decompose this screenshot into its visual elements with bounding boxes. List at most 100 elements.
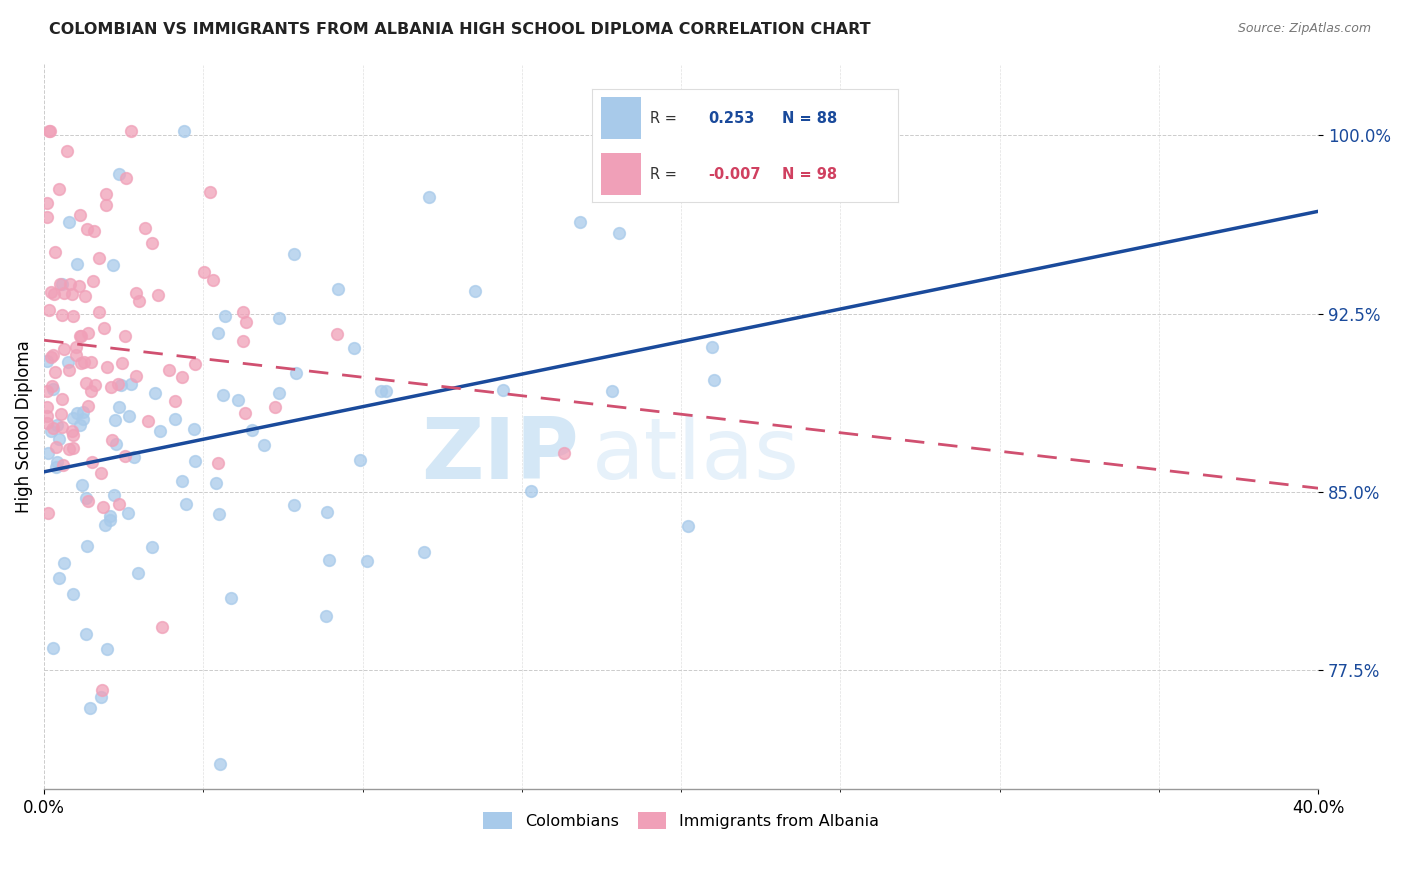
Point — [42, 286, 65, 301]
Point — [39, 350, 62, 364]
Point — [37, 384, 59, 399]
Point — [65, 348, 87, 362]
Point — [183, 357, 205, 371]
Point — [65, 257, 87, 271]
Point — [72, 412, 94, 426]
Point — [76, 326, 98, 340]
Point — [38, 123, 60, 137]
Point — [370, 384, 392, 398]
Point — [103, 488, 125, 502]
Point — [125, 369, 148, 384]
Point — [173, 123, 195, 137]
Point — [48, 432, 70, 446]
Point — [62, 428, 84, 442]
Point — [75, 627, 97, 641]
Point — [136, 414, 159, 428]
Point — [569, 215, 592, 229]
Point — [163, 411, 186, 425]
Point — [284, 366, 307, 380]
Point — [253, 438, 276, 452]
Point — [49, 277, 72, 292]
Point — [56, 354, 79, 368]
Point — [37, 210, 59, 224]
Point — [104, 413, 127, 427]
Point — [111, 356, 134, 370]
Text: atlas: atlas — [592, 414, 800, 497]
Point — [264, 401, 287, 415]
Point — [75, 289, 97, 303]
Point — [76, 494, 98, 508]
Point — [67, 279, 90, 293]
Point — [75, 491, 97, 505]
Point — [150, 619, 173, 633]
Point — [107, 497, 129, 511]
Point — [233, 406, 256, 420]
Point — [141, 540, 163, 554]
Point — [90, 683, 112, 698]
Point — [77, 399, 100, 413]
Point — [157, 363, 180, 377]
Point — [325, 326, 347, 341]
Point — [45, 460, 67, 475]
Point — [72, 478, 94, 492]
Point — [62, 410, 84, 425]
Point — [174, 497, 197, 511]
Point — [101, 433, 124, 447]
Point — [65, 340, 87, 354]
Point — [82, 274, 104, 288]
Point — [318, 553, 340, 567]
Point — [51, 407, 73, 421]
Point — [37, 400, 59, 414]
Point — [90, 466, 112, 480]
Point — [51, 419, 73, 434]
Point — [42, 421, 65, 435]
Point — [127, 566, 149, 580]
Point — [326, 281, 349, 295]
Point — [48, 182, 70, 196]
Point — [96, 360, 118, 375]
Point — [93, 320, 115, 334]
Point — [141, 235, 163, 250]
Point — [98, 509, 121, 524]
Point — [108, 167, 131, 181]
Point — [51, 277, 73, 291]
Point — [128, 293, 150, 308]
Point — [110, 377, 132, 392]
Point — [80, 355, 103, 369]
Point — [602, 384, 624, 398]
Point — [72, 355, 94, 369]
Point — [41, 378, 63, 392]
Point — [39, 123, 62, 137]
Point — [103, 258, 125, 272]
Point — [69, 208, 91, 222]
Point — [62, 309, 84, 323]
Point — [193, 265, 215, 279]
Point — [553, 446, 575, 460]
Point — [283, 247, 305, 261]
Text: Source: ZipAtlas.com: Source: ZipAtlas.com — [1237, 22, 1371, 36]
Point — [42, 382, 65, 396]
Point — [120, 123, 142, 137]
Point — [45, 417, 67, 432]
Point — [208, 756, 231, 771]
Point — [117, 506, 139, 520]
Point — [700, 340, 723, 354]
Point — [44, 245, 66, 260]
Point — [76, 222, 98, 236]
Point — [343, 341, 366, 355]
Legend: Colombians, Immigrants from Albania: Colombians, Immigrants from Albania — [477, 805, 886, 835]
Text: ZIP: ZIP — [422, 414, 579, 497]
Point — [89, 304, 111, 318]
Point — [76, 539, 98, 553]
Point — [70, 356, 93, 370]
Point — [70, 329, 93, 343]
Point — [80, 384, 103, 399]
Point — [125, 286, 148, 301]
Point — [38, 302, 60, 317]
Point — [94, 186, 117, 201]
Point — [240, 423, 263, 437]
Point — [65, 406, 87, 420]
Point — [172, 474, 194, 488]
Point — [58, 362, 80, 376]
Point — [122, 450, 145, 465]
